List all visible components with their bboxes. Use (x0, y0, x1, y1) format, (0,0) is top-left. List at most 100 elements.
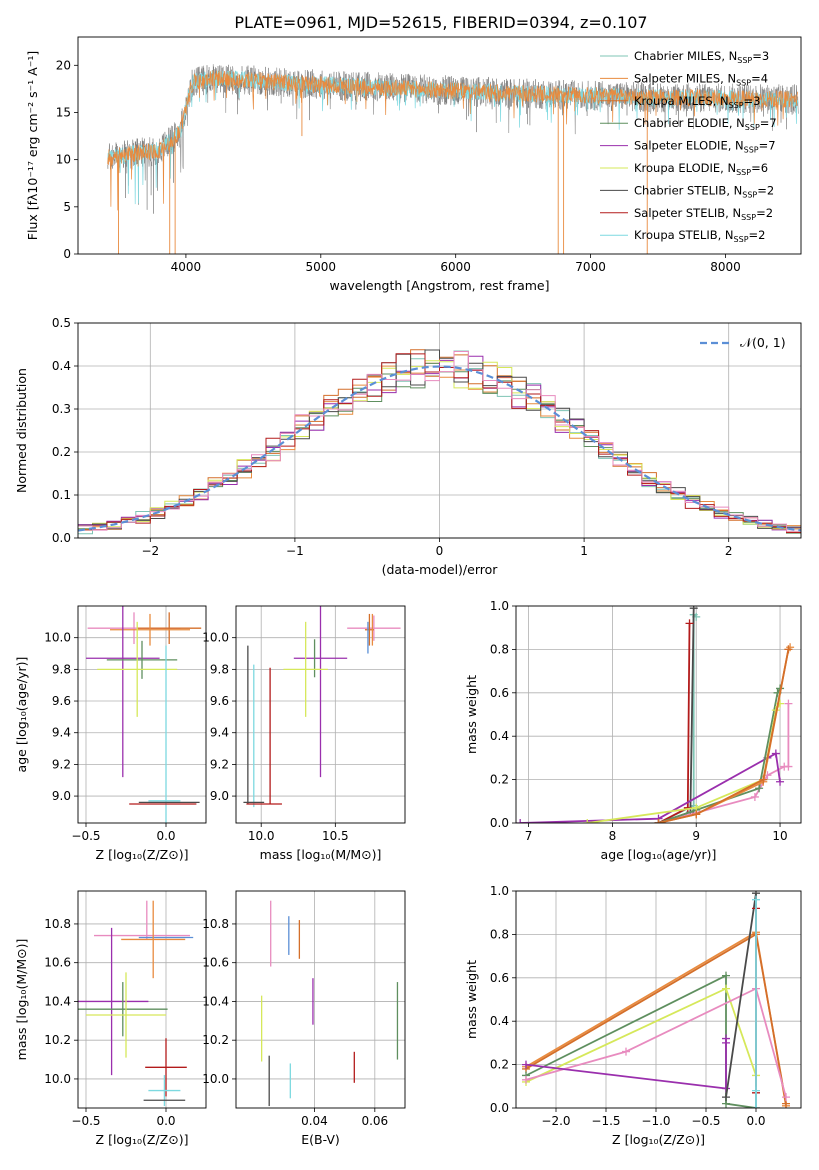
y-tick-label: 0.8 (490, 927, 509, 941)
weight-marker (771, 749, 780, 758)
x-tick-label: −0.5 (71, 1114, 100, 1128)
weight-marker (522, 1075, 530, 1084)
x-axis-label: Z [log₁₀(Z/Z⊙)] (96, 1132, 189, 1147)
axes-frame (77, 890, 207, 1109)
errorbar-point (293, 606, 348, 778)
x-tick-label: −1 (286, 544, 304, 558)
legend-suffix: =7 (760, 116, 777, 130)
y-tick-label: 9.6 (52, 694, 71, 708)
x-tick-label: 1 (580, 544, 588, 558)
panel-spectrum: 4000 5000 6000 7000 8000 0 5 10 15 20 wavelength [… (25, 36, 802, 293)
legend-label: Salpeter MILES, N (634, 71, 736, 85)
x-tick-label: 2 (725, 544, 733, 558)
weight-marker (622, 1047, 630, 1056)
errorbar-point (78, 927, 149, 1076)
residual-histogram (78, 349, 801, 530)
weight-marker (784, 762, 793, 771)
y-tick-label: 20 (56, 58, 71, 72)
legend-entry: Salpeter ELODIE, NSSP=7 (634, 139, 776, 155)
x-axis-label: age [log₁₀(age/yr)] (601, 847, 717, 862)
x-tick-label: 6000 (440, 260, 471, 274)
y-tick-label: 9.6 (210, 694, 229, 708)
plot-area (522, 891, 790, 1108)
x-tick-label: −1.0 (641, 1114, 670, 1128)
x-tick-label: −2.0 (541, 1114, 570, 1128)
y-tick-label: 9.0 (52, 789, 71, 803)
legend-suffix: =2 (756, 206, 773, 220)
axes-frame (77, 322, 802, 539)
weight-line (658, 703, 790, 823)
legend-entry: Salpeter STELIB, NSSP=2 (634, 206, 773, 222)
errorbar-point (347, 615, 401, 641)
weight-marker (516, 819, 525, 823)
y-tick-label: 10.8 (44, 917, 71, 931)
weight-series (654, 619, 694, 823)
legend-suffix: =7 (759, 139, 776, 153)
y-tick-label: 0.4 (490, 729, 509, 743)
y-tick-label: 10.4 (44, 994, 71, 1008)
y-tick-label: 0.2 (490, 1058, 509, 1072)
plot-area (243, 606, 401, 808)
panel-massweight_vs_Z: −2.0 −1.5 −1.0 −0.5 0.0 0.0 0.2 0.4 0.6 0.8 1.0 Z [… (464, 884, 802, 1147)
weight-marker (722, 971, 730, 980)
weight-marker (522, 1060, 530, 1069)
legend-suffix: =2 (749, 228, 766, 242)
x-axis-label: Z [log₁₀(Z/Z⊙)] (612, 1132, 705, 1147)
y-tick-label: 0.2 (52, 445, 71, 459)
legend-entry: Kroupa ELODIE, NSSP=6 (634, 161, 768, 177)
y-tick-label: 0.0 (490, 816, 509, 830)
x-tick-label: −0.5 (691, 1114, 720, 1128)
x-axis-label: (data-model)/error (382, 562, 499, 577)
spectrum-line (107, 70, 799, 211)
y-tick-label: 5 (63, 200, 71, 214)
axes-frame (77, 605, 207, 824)
errorbar-point (86, 972, 166, 1058)
legend-label: Salpeter ELODIE, N (634, 139, 744, 153)
legend-subscript: SSP (734, 235, 749, 244)
residual-histogram (78, 351, 801, 532)
weight-marker (654, 819, 663, 823)
y-tick-label: 0 (63, 247, 71, 261)
y-tick-label: 10.6 (44, 956, 71, 970)
legend-label: Chabrier MILES, N (634, 49, 737, 63)
x-tick-label: 0 (436, 544, 444, 558)
errorbar-point (121, 900, 186, 979)
weight-series (722, 891, 760, 1108)
weight-marker (750, 792, 759, 801)
x-tick-label: 5000 (306, 260, 337, 274)
weight-marker (685, 619, 694, 628)
legend-label: Kroupa MILES, N (634, 94, 729, 108)
x-tick-label: 0.0 (156, 1114, 175, 1128)
y-tick-label: 0.6 (490, 686, 509, 700)
legend-suffix: =6 (751, 161, 768, 175)
legend-label: Chabrier STELIB, N (634, 183, 742, 197)
y-tick-label: 0.4 (490, 1014, 509, 1028)
weight-marker (759, 775, 768, 784)
weight-series (654, 606, 698, 823)
x-tick-label: 8000 (710, 260, 741, 274)
weight-series (583, 699, 785, 823)
panel-residuals: −2 −1 0 1 2 0.0 0.1 0.2 0.3 0.4 0.5 (data-model)/er… (14, 316, 802, 577)
y-tick-label: 0.6 (490, 971, 509, 985)
y-tick-label: 0.4 (52, 359, 71, 373)
weight-series (654, 645, 793, 823)
weight-line (658, 649, 790, 823)
y-tick-label: 10.0 (202, 1072, 229, 1086)
weight-series (522, 1034, 730, 1093)
x-tick-label: 0.06 (361, 1114, 388, 1128)
legend-subscript: SSP (736, 78, 751, 87)
y-tick-label: 0.1 (52, 488, 71, 502)
x-axis-label: E(B-V) (301, 1132, 340, 1147)
y-axis-label: mass weight (464, 960, 479, 1039)
legend-subscript: SSP (741, 213, 756, 222)
weight-marker (752, 895, 760, 904)
panel-massweight_vs_age: 7 8 9 10 0.0 0.2 0.4 0.6 0.8 1.0 age [log₁₀(age/yr… (464, 599, 802, 862)
plot-area (261, 900, 399, 1107)
y-tick-label: 10.0 (44, 1072, 71, 1086)
y-tick-label: 10.0 (44, 631, 71, 645)
y-tick-label: 10.2 (202, 1033, 229, 1047)
grid-lines (78, 606, 206, 823)
weight-line (525, 987, 787, 1098)
weight-marker (782, 1093, 790, 1102)
